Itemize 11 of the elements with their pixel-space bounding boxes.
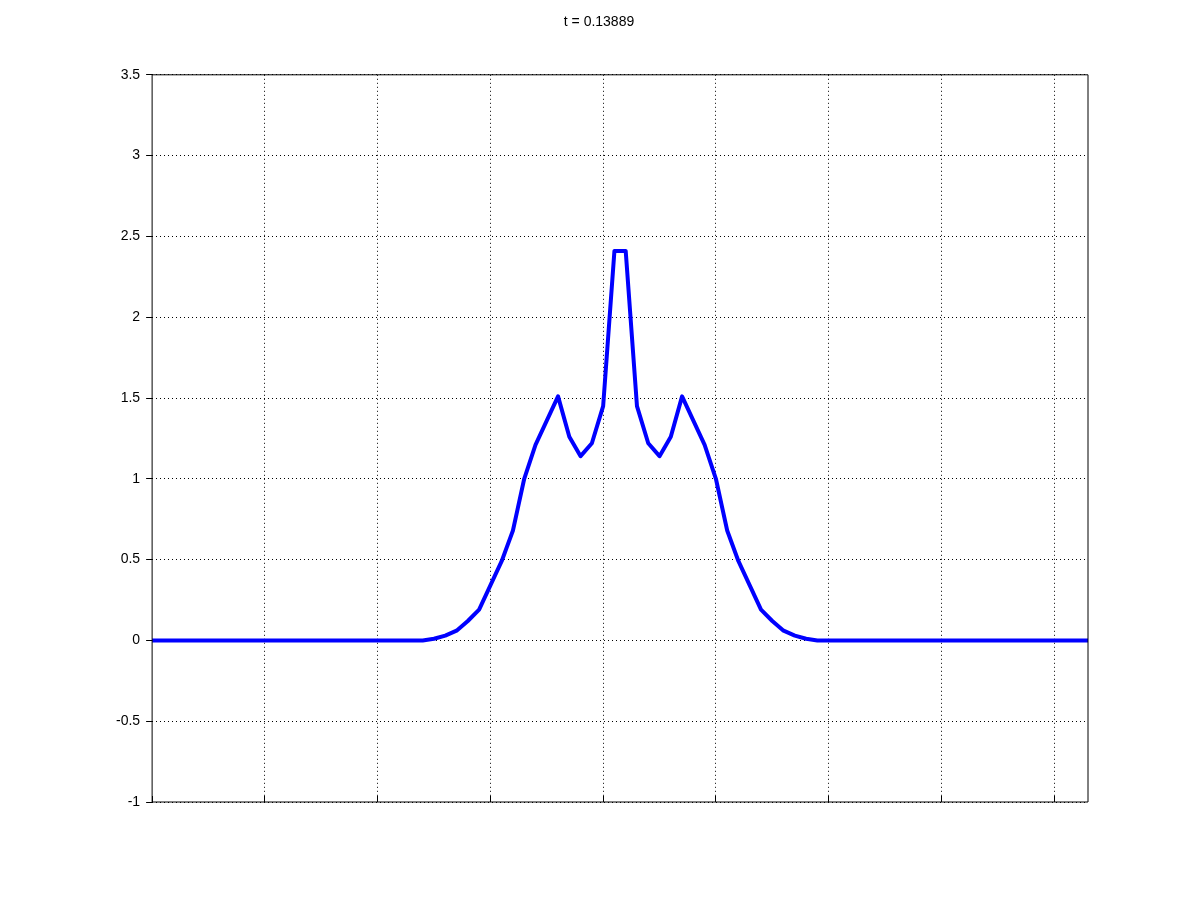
y-tick-label: -0.5 — [116, 712, 141, 729]
y-tick-label: 1.5 — [120, 388, 141, 405]
y-tick-label: 3.5 — [120, 65, 141, 82]
y-tick-label: 0.5 — [120, 550, 141, 567]
y-tick-label: 3 — [132, 146, 141, 163]
y-tick-label: -1 — [127, 792, 141, 809]
y-tick-label: 1 — [132, 469, 141, 486]
y-tick-label: 2 — [132, 308, 141, 325]
y-tick-label: 2.5 — [120, 227, 141, 244]
chart-title: t = 0.13889 — [563, 13, 635, 30]
y-tick-label: 0 — [132, 631, 141, 648]
